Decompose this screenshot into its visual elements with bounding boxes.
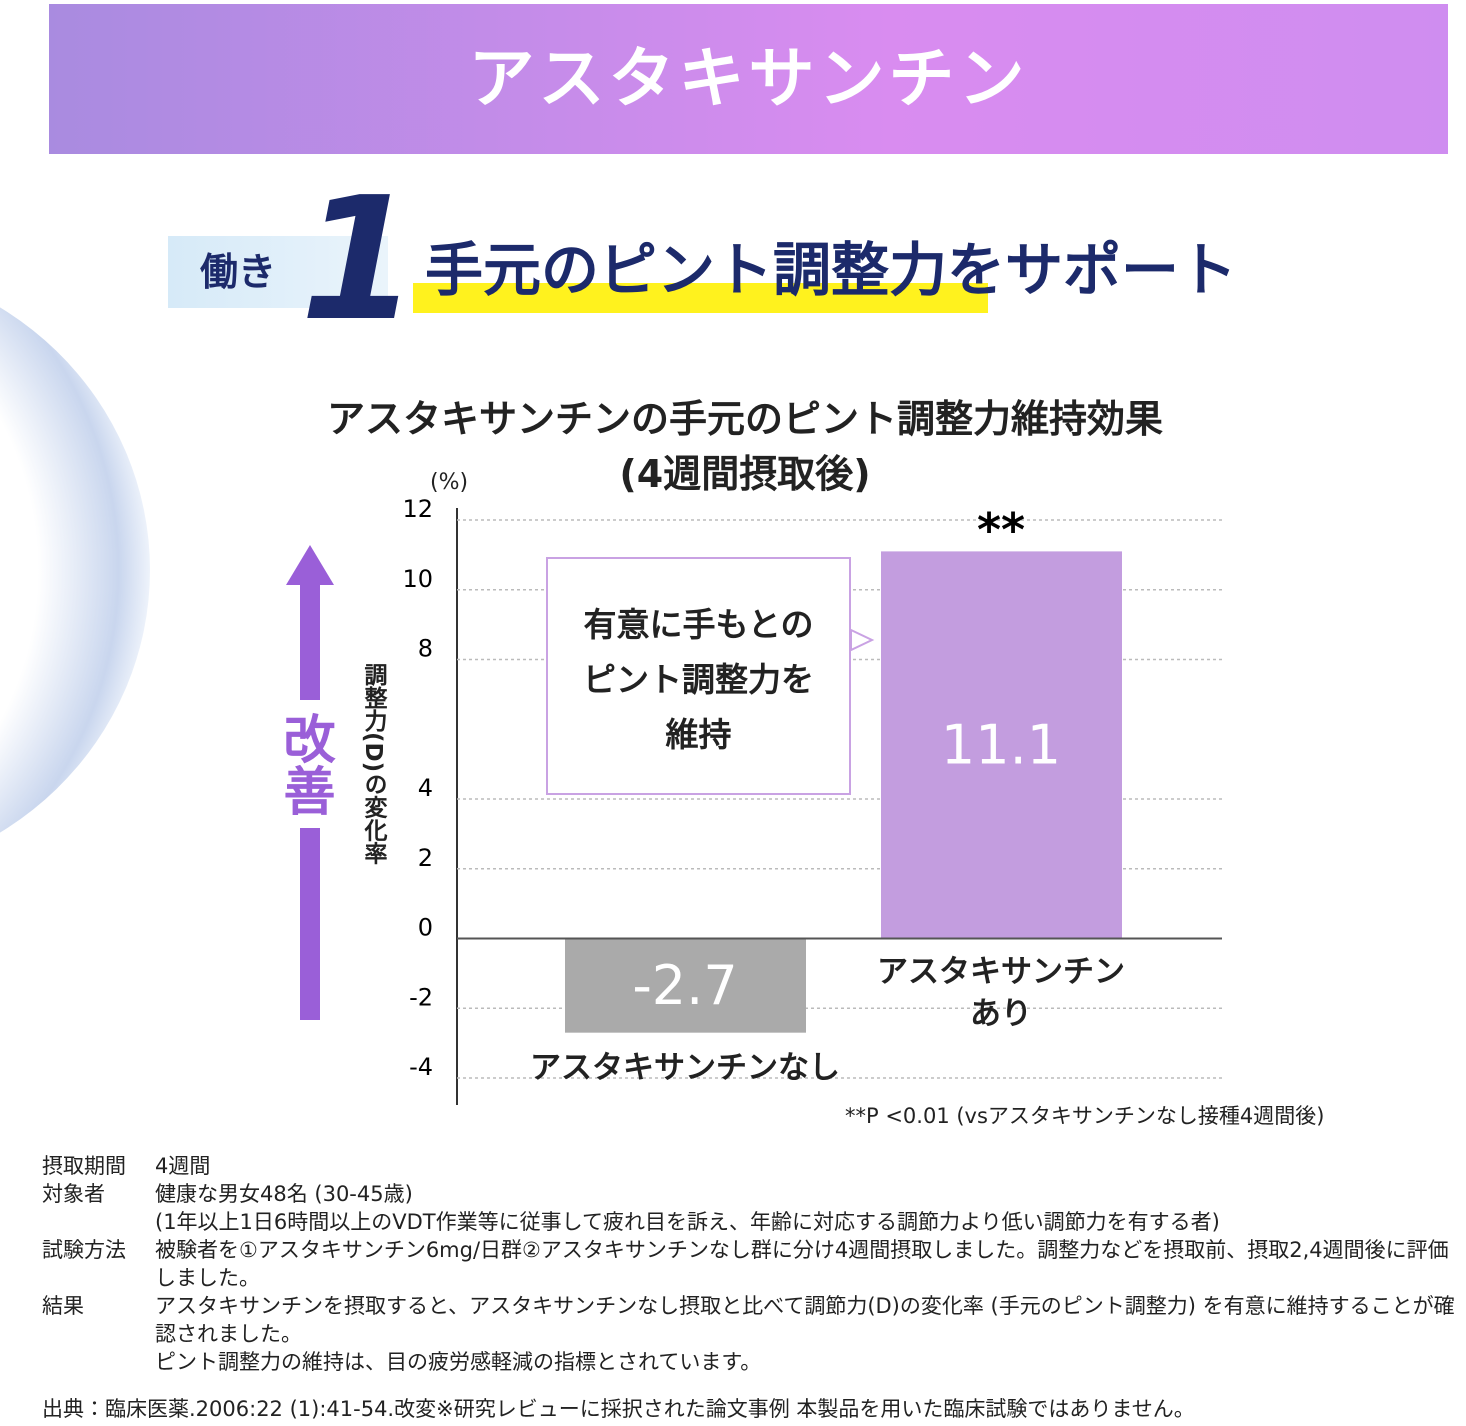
y-tick-label: 10 [402,565,433,593]
note-key: 対象者 [42,1182,105,1206]
arrow-label: 改善 [274,700,342,828]
y-tick-label: 8 [418,635,433,663]
note-row: 対象者 健康な男女48名 (30-45歳) (1年以上1日6時間以上のVDT作業等… [42,1180,1464,1236]
note-value: 被験者を①アスタキサンチン6mg/日群②アスタキサンチンなし群に分け4週間摂取し… [155,1238,1449,1290]
note-value: 健康な男女48名 (30-45歳) (1年以上1日6時間以上のVDT作業等に従事… [155,1182,1220,1234]
value-label: -2.7 [632,954,737,1017]
chart-title: アスタキサンチンの手元のピント調整力維持効果 [326,397,1163,441]
x-tick-label: アスタキサンチン あり [877,953,1125,1032]
badge: 働き [168,236,388,308]
note-key: 試験方法 [42,1238,126,1262]
banner-title: アスタキサンチン [49,4,1448,154]
y-tick-label: -2 [409,983,433,1011]
y-axis-label: 調整力(D)の変化率 [360,663,386,865]
note-key: 摂取期間 [42,1154,126,1178]
note-value: アスタキサンチンを摂取すると、アスタキサンチンなし摂取と比べて調節力(D)の変化… [155,1294,1455,1374]
callout-pointer [850,628,875,652]
headline: 手元のピント調整力をサポート [425,236,1238,304]
callout: 有意に手もとの ピント調整力を 維持 [546,557,851,795]
y-tick-label: 12 [402,495,433,523]
y-unit: (%) [430,470,469,495]
value-label: 11.1 [941,714,1061,777]
x-tick-label: アスタキサンチンなし [530,1049,840,1086]
improve-arrow-head [286,545,334,585]
y-tick-label: 0 [418,914,433,942]
note-key: 結果 [42,1294,84,1318]
significance: ** [977,503,1025,557]
source: 出典：臨床医薬.2006:22 (1):41-54.改変※研究レビューに採択され… [42,1397,1195,1421]
y-tick-label: -4 [409,1053,433,1081]
note-row: 摂取期間 4週間 [42,1152,1464,1180]
chart-subtitle: (4週間摂取後) [619,452,871,496]
bar [565,938,806,1033]
note-row: 試験方法 被験者を①アスタキサンチン6mg/日群②アスタキサンチンなし群に分け4週… [42,1236,1464,1292]
bar [881,551,1122,939]
badge-number: 1 [300,161,419,359]
note-value: 4週間 [155,1154,211,1178]
y-tick-label: 2 [418,844,433,872]
note-row: 結果 アスタキサンチンを摂取すると、アスタキサンチンなし摂取と比べて調節力(D)の… [42,1292,1464,1376]
y-tick-label: 4 [418,774,433,802]
footnote: **P <0.01 (vsアスタキサンチンなし接種4週間後) [845,1104,1325,1128]
lens-decoration [0,307,150,833]
highlight [413,283,988,313]
notes: 摂取期間 4週間対象者 健康な男女48名 (30-45歳) (1年以上1日6時間以上… [42,1152,1464,1376]
